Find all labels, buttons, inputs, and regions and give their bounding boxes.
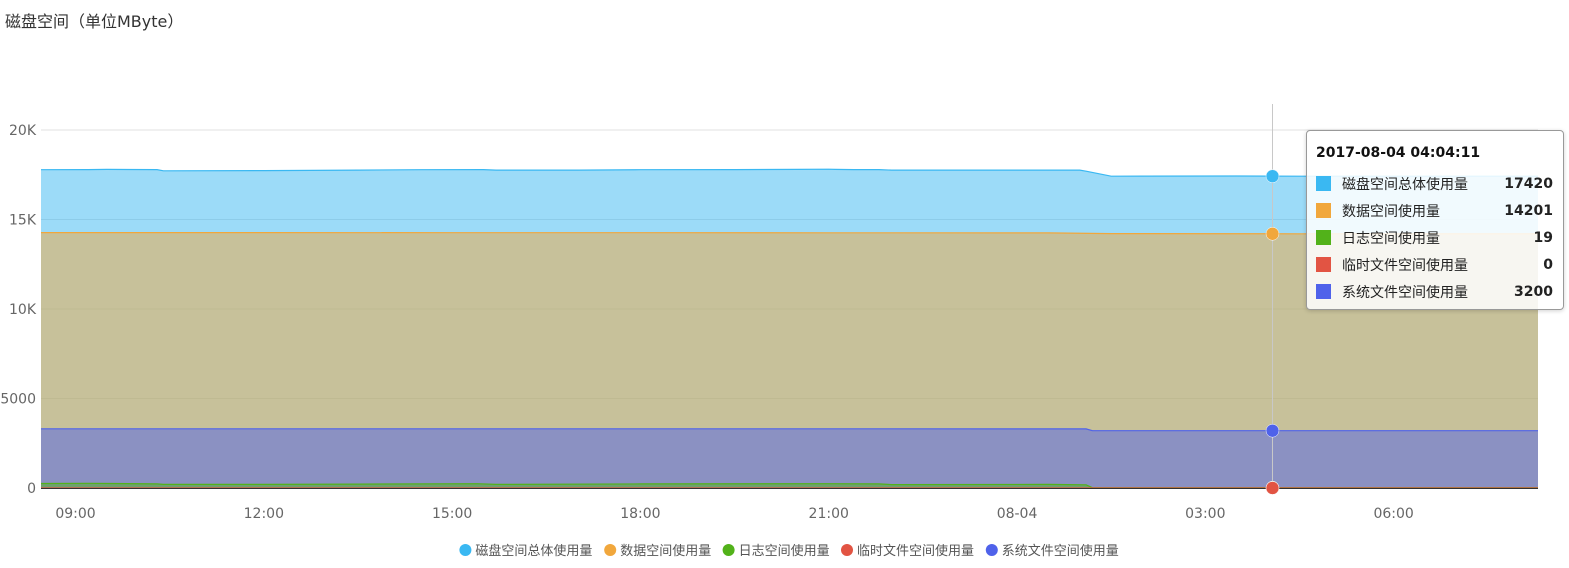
tooltip-name: 临时文件空间使用量: [1342, 257, 1468, 274]
x-tick-label: 06:00: [1373, 506, 1413, 522]
legend: 磁盘空间总体使用量 数据空间使用量 日志空间使用量 临时文件空间使用量 系统文件空间使用…: [459, 543, 1119, 559]
y-tick-label: 20K: [9, 123, 37, 139]
y-tick-label: 15K: [9, 213, 37, 229]
tooltip-row: 数据空间使用量 14201: [1316, 197, 1553, 224]
series-area-4: [41, 428, 1538, 488]
tooltip-name: 系统文件空间使用量: [1342, 284, 1468, 301]
legend-label: 磁盘空间总体使用量: [475, 543, 592, 559]
x-tick-label: 12:00: [244, 506, 284, 522]
tooltip-row: 磁盘空间总体使用量 17420: [1316, 170, 1553, 197]
legend-marker: [459, 544, 472, 556]
hover-point: [1265, 423, 1280, 438]
series-line-0: [40, 168, 1538, 177]
tooltip-value: 0: [1543, 256, 1553, 273]
legend-item: 日志空间使用量: [722, 543, 830, 559]
legend-marker: [722, 544, 735, 556]
legend-marker: [985, 544, 998, 556]
tooltip-name: 磁盘空间总体使用量: [1342, 176, 1468, 193]
tooltip-swatch-system: [1316, 284, 1331, 299]
y-tick-label: 5000: [0, 392, 36, 408]
chart-title: 磁盘空间（单位MByte）: [5, 12, 184, 31]
tooltip-swatch-temp: [1316, 257, 1331, 272]
tooltip-row: 日志空间使用量 19: [1316, 224, 1553, 251]
tooltip-value: 19: [1533, 229, 1553, 246]
hover-point: [1265, 481, 1280, 495]
y-tick-label: 0: [27, 481, 36, 497]
hover-point: [1265, 169, 1280, 183]
tooltip-row: 系统文件空间使用量 3200: [1316, 278, 1553, 305]
series-line-4: [41, 428, 1538, 432]
legend-marker: [841, 544, 853, 556]
tooltip-value: 3200: [1514, 283, 1553, 300]
legend-item: 系统文件空间使用量: [985, 543, 1119, 559]
legend-label: 系统文件空间使用量: [1002, 543, 1119, 559]
x-tick-label: 09:00: [55, 506, 95, 522]
tooltip-swatch-log: [1316, 230, 1331, 245]
tooltip-name: 日志空间使用量: [1342, 230, 1440, 247]
x-tick-label: 08-04: [997, 506, 1038, 522]
x-tick-label: 18:00: [620, 506, 660, 522]
legend-item: 数据空间使用量: [604, 543, 711, 559]
tooltip-time: 2017-08-04 04:04:11: [1316, 145, 1481, 161]
legend-label: 数据空间使用量: [620, 543, 711, 559]
legend-item: 磁盘空间总体使用量: [459, 543, 592, 559]
series-areas: [40, 168, 1538, 489]
tooltip-name: 数据空间使用量: [1342, 203, 1440, 220]
x-tick-label: 15:00: [432, 506, 472, 522]
data-tooltip: 2017-08-04 04:04:11 磁盘空间总体使用量 17420 数据空间…: [1306, 130, 1564, 310]
tooltip-row: 临时文件空间使用量 0: [1316, 251, 1553, 278]
crosshair: [1265, 104, 1280, 495]
series-line-1: [41, 232, 1538, 235]
legend-item: 临时文件空间使用量: [841, 543, 974, 559]
tooltip-value: 17420: [1504, 175, 1553, 192]
axes: 0 5000 10K 15K 20K 09:00 12:00 15:00 18:00 21:00 0…: [0, 123, 1538, 522]
series-area-1: [41, 232, 1538, 488]
legend-marker: [604, 544, 617, 556]
x-tick-label: 03:00: [1185, 506, 1225, 522]
hover-point: [1265, 227, 1280, 241]
series-line-2: [40, 482, 1538, 489]
legend-label: 日志空间使用量: [739, 543, 830, 559]
tooltip-swatch-data: [1316, 203, 1331, 218]
x-tick-label: 21:00: [809, 506, 849, 522]
legend-label: 临时文件空间使用量: [857, 543, 974, 559]
y-tick-label: 10K: [9, 302, 37, 318]
tooltip-swatch-total: [1316, 176, 1331, 191]
tooltip-value: 14201: [1504, 202, 1553, 219]
